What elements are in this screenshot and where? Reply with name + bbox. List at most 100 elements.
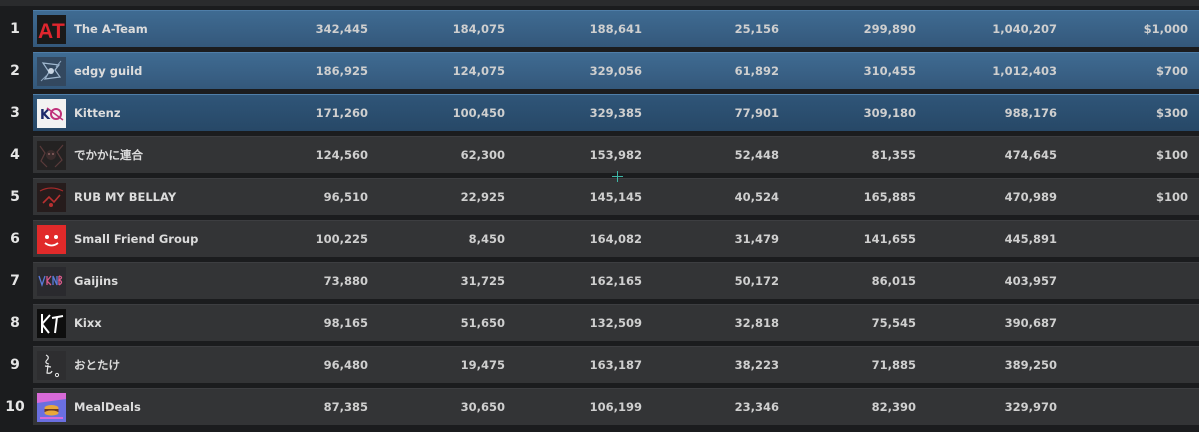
rub-my-bellay-emblem-icon <box>37 183 66 212</box>
total-score: 1,012,403 <box>992 64 1057 78</box>
kittenz-emblem-icon: K <box>37 99 66 128</box>
ototake-emblem-icon <box>37 351 66 380</box>
prize: $1,000 <box>1143 22 1188 36</box>
score-5: 71,885 <box>871 358 916 372</box>
score-4: 38,223 <box>734 358 779 372</box>
score-5: 141,655 <box>863 232 916 246</box>
guild-name: The A-Team <box>74 22 148 36</box>
svg-text:T: T <box>52 20 65 43</box>
row-panel <box>33 346 1199 383</box>
score-3: 329,385 <box>589 106 642 120</box>
crosshair-cursor-icon <box>612 171 623 182</box>
prize <box>1086 386 1188 428</box>
prize: $100 <box>1155 148 1188 162</box>
guild-name: Gaijins <box>74 274 119 288</box>
leaderboard-row[interactable]: 8 Kixx 98,165 51,650 132,509 32,818 75,5… <box>0 302 1199 344</box>
prize: $300 <box>1155 106 1188 120</box>
rank-number: 7 <box>10 273 20 289</box>
rank-number: 5 <box>10 189 20 205</box>
total-score: 1,040,207 <box>992 22 1057 36</box>
rank-number: 3 <box>10 105 20 121</box>
score-5: 309,180 <box>863 106 916 120</box>
score-2: 31,725 <box>460 274 505 288</box>
score-4: 52,448 <box>734 148 779 162</box>
guild-name: おとたけ <box>74 358 120 372</box>
score-1: 342,445 <box>315 22 368 36</box>
score-1: 100,225 <box>315 232 368 246</box>
rank-number: 6 <box>10 231 20 247</box>
prize <box>1086 344 1188 386</box>
score-4: 50,172 <box>734 274 779 288</box>
score-4: 31,479 <box>734 232 779 246</box>
score-2: 22,925 <box>460 190 505 204</box>
score-4: 40,524 <box>734 190 779 204</box>
prize: $700 <box>1155 64 1188 78</box>
total-score: 389,250 <box>1004 358 1057 372</box>
score-2: 184,075 <box>452 22 505 36</box>
score-3: 145,145 <box>589 190 642 204</box>
row-panel <box>33 178 1199 215</box>
total-score: 988,176 <box>1004 106 1057 120</box>
row-panel <box>33 304 1199 341</box>
score-2: 100,450 <box>452 106 505 120</box>
leaderboard-row[interactable]: 6 Small Friend Group 100,225 8,450 164,0… <box>0 218 1199 260</box>
score-1: 186,925 <box>315 64 368 78</box>
score-1: 87,385 <box>323 400 368 414</box>
row-panel <box>33 10 1199 47</box>
rank-number: 1 <box>10 21 20 37</box>
total-score: 390,687 <box>1004 316 1057 330</box>
leaderboard-row[interactable]: 2 edgy guild 186,925 124,075 329,056 61,… <box>0 50 1199 92</box>
total-score: 474,645 <box>1004 148 1057 162</box>
score-3: 132,509 <box>589 316 642 330</box>
rank-number: 10 <box>5 399 25 415</box>
score-4: 23,346 <box>734 400 779 414</box>
score-3: 163,187 <box>589 358 642 372</box>
guild-name: RUB MY BELLAY <box>74 190 177 204</box>
guild-name: Kittenz <box>74 106 121 120</box>
score-4: 32,818 <box>734 316 779 330</box>
score-3: 188,641 <box>589 22 642 36</box>
leaderboard-row[interactable]: 10 MealDeals 87,385 30,650 106,199 23,34… <box>0 386 1199 428</box>
guild-name: edgy guild <box>74 64 143 78</box>
score-4: 61,892 <box>734 64 779 78</box>
total-score: 470,989 <box>1004 190 1057 204</box>
rank-number: 9 <box>10 357 20 373</box>
score-1: 96,510 <box>323 190 368 204</box>
leaderboard-row[interactable]: 5 RUB MY BELLAY 96,510 22,925 145,145 40… <box>0 176 1199 218</box>
leaderboard-row[interactable]: 4 でかかに連合 124,560 62,300 153,982 52,448 8… <box>0 134 1199 176</box>
score-2: 30,650 <box>460 400 505 414</box>
leaderboard-row[interactable]: 9 おとたけ 96,480 19,475 163,187 38,223 71,8… <box>0 344 1199 386</box>
leaderboard-row[interactable]: 1 A T The A-Team 342,445 184,075 188,641… <box>0 8 1199 50</box>
guild-name: MealDeals <box>74 400 141 414</box>
svg-text:A: A <box>38 20 53 43</box>
score-3: 329,056 <box>589 64 642 78</box>
score-3: 106,199 <box>589 400 642 414</box>
total-score: 403,957 <box>1004 274 1057 288</box>
score-1: 96,480 <box>323 358 368 372</box>
score-5: 310,455 <box>863 64 916 78</box>
score-2: 51,650 <box>460 316 505 330</box>
dekakani-emblem-icon <box>37 141 66 170</box>
score-1: 171,260 <box>315 106 368 120</box>
score-4: 77,901 <box>734 106 779 120</box>
score-2: 8,450 <box>468 232 505 246</box>
score-1: 98,165 <box>323 316 368 330</box>
row-panel <box>33 52 1199 89</box>
total-score: 329,970 <box>1004 400 1057 414</box>
prize <box>1086 260 1188 302</box>
score-1: 124,560 <box>315 148 368 162</box>
leaderboard-row[interactable]: 7 Gaijins 73,880 31,725 162,165 50,172 8… <box>0 260 1199 302</box>
rank-number: 8 <box>10 315 20 331</box>
row-panel <box>33 388 1199 425</box>
score-3: 164,082 <box>589 232 642 246</box>
prize <box>1086 218 1188 260</box>
row-panel <box>33 94 1199 131</box>
row-panel <box>33 220 1199 257</box>
score-2: 19,475 <box>460 358 505 372</box>
mealdeals-emblem-icon <box>37 393 66 422</box>
score-2: 124,075 <box>452 64 505 78</box>
gaijins-emblem-icon <box>37 267 66 296</box>
score-5: 81,355 <box>871 148 916 162</box>
leaderboard-row[interactable]: 3 K Kittenz 171,260 100,450 329,385 77,9… <box>0 92 1199 134</box>
score-1: 73,880 <box>323 274 368 288</box>
